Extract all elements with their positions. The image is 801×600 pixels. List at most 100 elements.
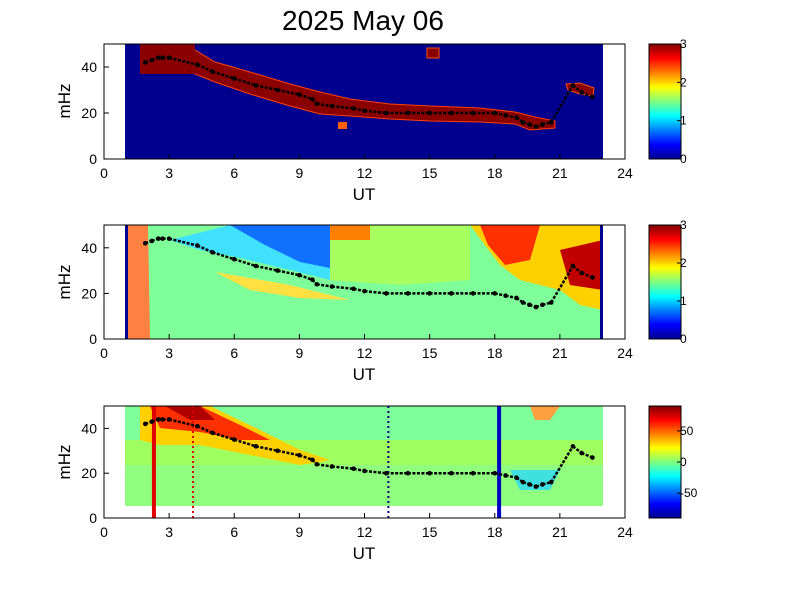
panel-2-xlabel: UT (353, 365, 376, 384)
trace-point (210, 250, 215, 255)
colorbar-tick-label: 3 (680, 37, 687, 51)
trace-point (329, 464, 335, 469)
trace-point (329, 284, 335, 289)
trace-point (470, 291, 476, 296)
trace-point (231, 256, 237, 262)
figure-title: 2025 May 06 (282, 5, 444, 36)
trace-segment (196, 63, 214, 73)
panel-1-yticks: 0 20 40 (81, 59, 109, 167)
y-tick-label: 20 (81, 285, 97, 301)
panel-2-red-region-a (480, 225, 540, 265)
panel-3-xticks: 0 3 6 9 12 15 18 21 24 (100, 513, 633, 540)
trace-point (149, 57, 155, 63)
x-tick-label: 6 (230, 345, 238, 361)
trace-segment (233, 77, 257, 87)
trace-segment (255, 84, 278, 92)
trace-point (362, 468, 367, 474)
trace-point (297, 272, 302, 278)
trace-segment (316, 283, 333, 288)
trace-point (275, 448, 280, 454)
trace-point (405, 291, 411, 296)
trace-point (231, 437, 237, 442)
trace-point (142, 60, 148, 65)
trace-point (314, 281, 320, 287)
trace-point (253, 263, 259, 269)
trace-point (570, 83, 576, 88)
x-tick-label: 9 (295, 345, 303, 361)
x-tick-label: 6 (230, 524, 238, 540)
x-tick-label: 3 (165, 524, 173, 540)
x-tick-label: 18 (487, 524, 503, 540)
panel-3-red-region (150, 406, 270, 440)
trace-segment (550, 265, 574, 304)
trace-point (427, 110, 432, 116)
x-tick-label: 21 (552, 524, 568, 540)
panel-3-cyan-spot (510, 470, 560, 490)
trace-point (533, 304, 539, 310)
panel-2-left-edge (125, 225, 150, 339)
panel-2-trace (142, 236, 595, 310)
trace-point (527, 482, 532, 487)
x-tick-label: 24 (617, 345, 633, 361)
trace-point (166, 417, 172, 422)
trace-point (362, 288, 367, 294)
trace-segment (255, 264, 278, 272)
trace-segment (212, 251, 235, 261)
trace-point (520, 300, 526, 305)
y-tick-label: 40 (81, 240, 97, 256)
trace-point (503, 293, 508, 298)
trace-point (470, 470, 476, 476)
trace-point (160, 55, 165, 61)
panel-3-darkred-region (165, 406, 215, 420)
trace-segment (331, 104, 354, 110)
x-tick-label: 12 (357, 524, 373, 540)
trace-point (540, 482, 545, 487)
trace-point (310, 96, 315, 102)
trace-point (527, 122, 532, 127)
trace-point (449, 291, 454, 296)
trace-segment (168, 418, 198, 428)
trace-point (314, 461, 320, 467)
trace-point (492, 291, 498, 296)
colorbar-tick-label: 2 (680, 75, 687, 89)
trace-point (210, 69, 215, 74)
trace-point (362, 108, 367, 113)
trace-segment (277, 449, 300, 457)
trace-point (470, 110, 476, 116)
trace-segment (233, 258, 257, 268)
x-tick-label: 18 (487, 345, 503, 361)
y-tick-label: 0 (89, 510, 97, 526)
trace-segment (168, 237, 198, 247)
trace-point (149, 238, 155, 244)
x-tick-label: 0 (100, 345, 108, 361)
y-tick-label: 20 (81, 465, 97, 481)
trace-point (166, 55, 172, 61)
trace-segment (277, 88, 300, 96)
trace-segment (298, 93, 313, 101)
trace-point (160, 236, 165, 241)
trace-point (297, 452, 302, 458)
trace-point (142, 421, 148, 427)
x-tick-label: 9 (295, 165, 303, 181)
y-tick-label: 40 (81, 420, 97, 436)
x-tick-label: 0 (100, 524, 108, 540)
x-tick-label: 9 (295, 524, 303, 540)
trace-point (540, 302, 545, 308)
y-tick-label: 40 (81, 59, 97, 75)
trace-segment (364, 469, 387, 475)
panel-2-colorbar (648, 224, 682, 340)
panel-1-xlabel: UT (353, 185, 376, 204)
trace-segment (277, 269, 300, 277)
y-tick-label: 0 (89, 331, 97, 347)
trace-point (548, 479, 554, 485)
trace-segment (331, 465, 354, 470)
trace-point (383, 470, 389, 476)
panel-3-colorbar (648, 405, 682, 519)
panel-2-yticks: 0 20 40 (81, 240, 109, 347)
trace-point (540, 122, 545, 127)
trace-point (533, 124, 539, 130)
trace-segment (364, 289, 387, 295)
